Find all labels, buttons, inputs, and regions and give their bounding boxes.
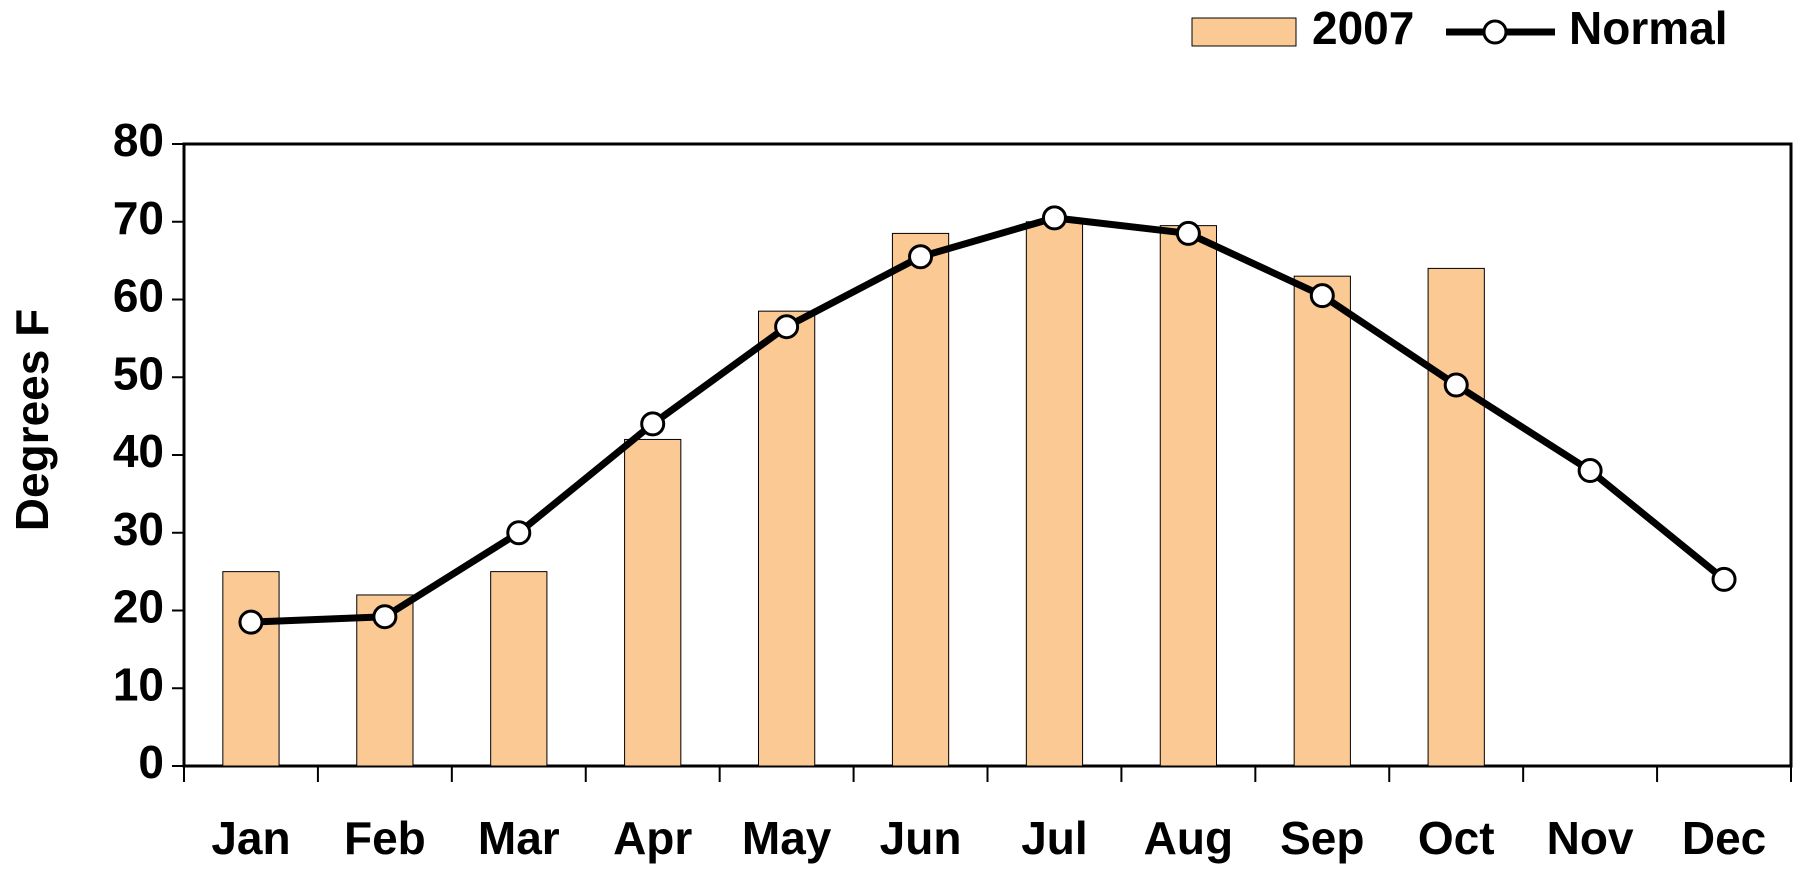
legend-marker [1482,19,1508,45]
x-tick-label: Sep [1280,812,1364,864]
line-marker [1443,372,1469,398]
bar [222,571,280,767]
line [250,214,1727,626]
bar [624,438,682,767]
line-marker [1041,205,1067,231]
line-marker [1175,220,1201,246]
x-tick-label: Jun [880,812,962,864]
bar [1427,267,1485,767]
x-tick-label: Dec [1682,812,1766,864]
legend-label: 2007 [1312,2,1414,54]
x-tick-label: Mar [478,812,560,864]
bar [490,571,548,767]
line-marker [640,411,666,437]
line-marker [774,314,800,340]
x-tick-label: Oct [1418,812,1495,864]
y-tick-label: 70 [113,192,164,244]
x-tick-label: May [742,812,832,864]
legend-label: Normal [1569,2,1727,54]
bar [1025,221,1084,767]
x-tick-label: Jul [1021,812,1087,864]
bar [1293,275,1351,767]
line-marker [1711,566,1737,592]
line-marker [908,244,934,270]
y-tick-label: 30 [113,503,164,555]
line-marker [506,520,532,546]
y-tick-label: 60 [113,270,164,322]
line-marker [1577,458,1603,484]
y-tick-label: 0 [138,736,164,788]
y-tick-label: 10 [113,658,164,710]
y-tick-label: 20 [113,581,164,633]
bar [1159,225,1217,767]
line-marker [1309,283,1335,309]
y-axis-label: Degrees F [6,309,58,531]
line-marker [238,609,264,635]
bar [758,310,816,767]
legend-swatch [1191,17,1297,47]
y-tick-label: 50 [113,347,164,399]
line-marker [372,604,398,630]
x-tick-label: Aug [1144,812,1233,864]
x-tick-label: Apr [613,812,692,864]
y-tick-label: 80 [113,114,164,166]
x-tick-label: Feb [344,812,426,864]
x-tick-label: Nov [1547,812,1634,864]
x-tick-label: Jan [211,812,290,864]
bar [891,232,950,767]
y-tick-label: 40 [113,425,164,477]
